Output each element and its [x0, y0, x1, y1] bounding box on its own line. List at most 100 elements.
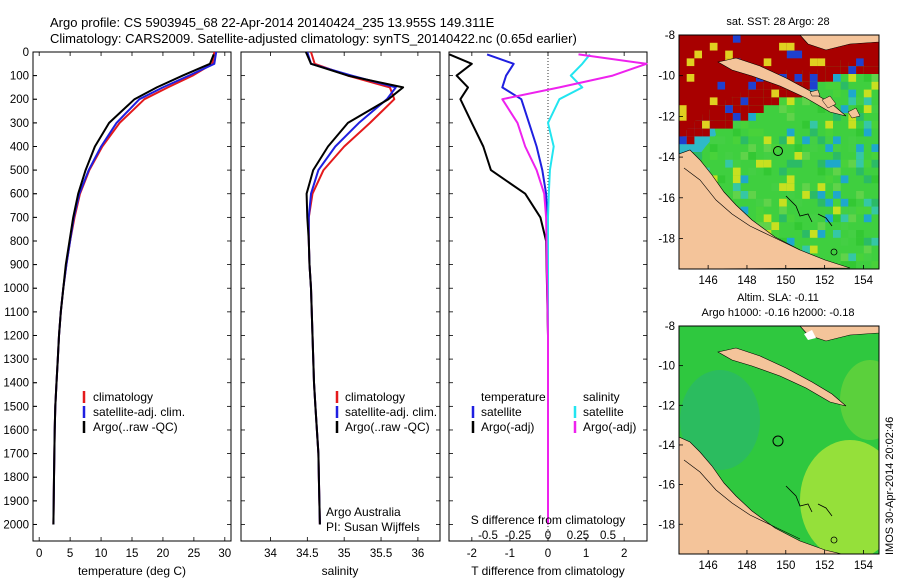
- map-y-tick-label: -14: [658, 440, 675, 452]
- map-y-tick-label: -12: [658, 111, 675, 123]
- sst-cell: [817, 198, 826, 207]
- x-tick-label: 34: [264, 548, 277, 560]
- sst-cell: [702, 105, 710, 113]
- sst-cell: [732, 159, 741, 168]
- sst-cell: [717, 89, 726, 98]
- sst-cell: [817, 167, 826, 176]
- depth-tick-label: 1300: [3, 354, 29, 366]
- sst-cell: [833, 81, 841, 90]
- sst-cell: [725, 159, 733, 168]
- sst-cell: [756, 214, 764, 223]
- sst-cell: [725, 74, 733, 82]
- sst-cell: [833, 74, 841, 82]
- sst-cell: [732, 50, 741, 59]
- sst-cell: [717, 175, 726, 184]
- sst-cell: [779, 183, 787, 191]
- depth-tick-label: 200: [10, 94, 29, 106]
- sst-cell: [763, 50, 772, 59]
- sst-cell: [833, 89, 841, 98]
- sst-cell: [732, 105, 741, 113]
- sst-cell: [863, 159, 872, 168]
- sst-cell: [717, 113, 726, 121]
- depth-tick-label: 1700: [3, 449, 29, 461]
- sst-cell: [856, 237, 864, 246]
- sst-cell: [863, 128, 872, 137]
- x-tick-label: 30: [218, 548, 231, 560]
- sst-cell: [732, 42, 741, 51]
- sst-cell: [825, 159, 833, 168]
- sst-cell: [771, 66, 780, 74]
- sst-cell: [694, 74, 703, 82]
- sst-cell: [802, 120, 810, 129]
- header-line-2: Climatology: CARS2009. Satellite-adjuste…: [50, 31, 577, 46]
- sst-cell: [756, 128, 764, 137]
- map-y-tick-label: -10: [658, 71, 675, 83]
- sst-cell: [740, 81, 749, 90]
- sst-cell: [817, 183, 826, 191]
- sst-cell: [848, 58, 857, 67]
- sst-cell: [848, 50, 857, 59]
- sst-cell: [702, 89, 710, 98]
- sst-cell: [702, 113, 710, 121]
- sst-cell: [833, 183, 841, 191]
- sst-cell: [740, 175, 749, 184]
- sst-cell: [848, 230, 857, 238]
- sst-cell: [786, 136, 795, 145]
- sst-cell: [825, 198, 833, 207]
- x-tick-label: 0: [36, 548, 42, 560]
- sst-cell: [833, 113, 841, 121]
- sst-cell: [871, 261, 879, 269]
- s-diff-tick-label: -0.25: [505, 530, 531, 542]
- sst-cell: [825, 66, 833, 74]
- sst-cell: [863, 89, 872, 98]
- sst-cell: [725, 35, 733, 43]
- sst-cell: [702, 42, 710, 51]
- sst-cell: [794, 152, 803, 160]
- sst-cell: [871, 144, 879, 152]
- sst-cell: [717, 97, 726, 106]
- sst-cell: [809, 136, 818, 145]
- sst-cell: [732, 97, 741, 106]
- sst-cell: [856, 42, 864, 51]
- australia-coast: [679, 436, 843, 554]
- secondary-marker: [830, 248, 838, 256]
- legend-s-satellite: satellite: [583, 405, 624, 419]
- sst-cell: [771, 58, 780, 67]
- sst-cell: [848, 66, 857, 74]
- sla-high-patch: [800, 440, 879, 554]
- sst-cell: [825, 214, 833, 223]
- sst-cell: [863, 66, 872, 74]
- sst-cell: [717, 120, 726, 129]
- sst-cell: [732, 120, 741, 129]
- sst-cell: [794, 198, 803, 207]
- sla-map-frame: [678, 325, 880, 555]
- sst-cell: [740, 136, 749, 145]
- org-label: Argo Australia: [326, 505, 401, 519]
- sst-cell: [725, 89, 733, 98]
- sst-cell: [794, 42, 803, 51]
- sst-cell: [802, 97, 810, 106]
- sst-cell: [848, 214, 857, 223]
- sst-cell: [825, 74, 833, 82]
- sst-cell: [732, 167, 741, 176]
- s-difference-axis-label: S difference from climatology: [471, 513, 626, 527]
- sst-cell: [679, 128, 687, 137]
- sst-map-frame: [678, 34, 880, 270]
- map-x-tick-label: 154: [854, 275, 874, 287]
- sst-cell: [871, 42, 879, 51]
- s-diff-tick-label: -0.5: [478, 530, 498, 542]
- sst-cell: [840, 206, 849, 215]
- sst-cell: [748, 167, 756, 176]
- depth-tick-label: 1400: [3, 378, 29, 390]
- sst-cell: [871, 74, 879, 82]
- sst-cell: [817, 222, 826, 230]
- sst-cell: [840, 66, 849, 74]
- sst-cell: [748, 74, 756, 82]
- sst-cell: [840, 214, 849, 223]
- sst-cell: [771, 35, 780, 43]
- x-tick-label: 2: [621, 548, 627, 560]
- sst-cell: [817, 159, 826, 168]
- sst-cell: [863, 198, 872, 207]
- x-tick-label: 15: [126, 548, 139, 560]
- sst-cell: [817, 191, 826, 199]
